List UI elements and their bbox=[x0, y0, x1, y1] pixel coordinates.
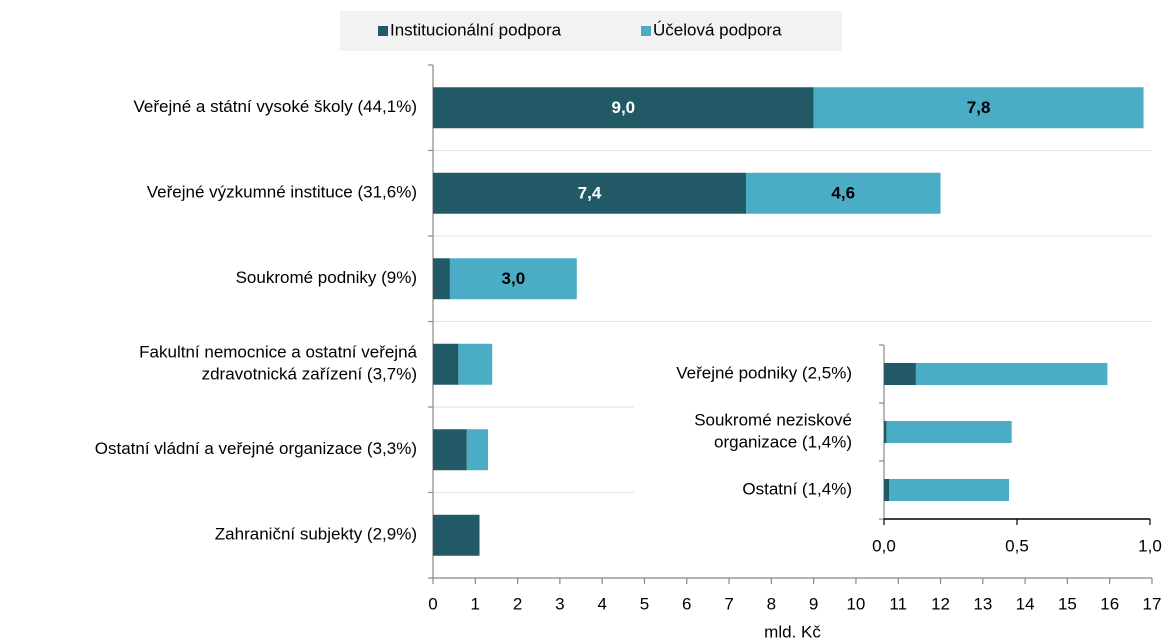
legend-label: Institucionální podpora bbox=[390, 20, 562, 39]
bar-segment bbox=[813, 87, 1144, 129]
value-label: 7,4 bbox=[578, 184, 602, 203]
x-tick-label: 15 bbox=[1058, 594, 1077, 613]
x-tick-label: 7 bbox=[724, 594, 733, 613]
x-tick-label: 12 bbox=[931, 594, 950, 613]
x-tick-label: 1 bbox=[471, 594, 480, 613]
x-tick-label: 17 bbox=[1143, 594, 1162, 613]
legend-label: Účelová podpora bbox=[653, 20, 782, 39]
x-tick-label: 8 bbox=[767, 594, 776, 613]
value-label: 3,0 bbox=[502, 269, 526, 288]
bar-segment bbox=[458, 343, 493, 385]
bar-segment bbox=[886, 421, 1012, 443]
x-tick-label: 1,0 bbox=[1138, 536, 1162, 555]
value-label: 7,8 bbox=[967, 98, 991, 117]
bar-segment bbox=[433, 429, 467, 471]
x-tick-label: 0,5 bbox=[1005, 536, 1029, 555]
bar-segment bbox=[433, 172, 746, 214]
x-axis-label: mld. Kč bbox=[764, 622, 821, 641]
x-tick-label: 0 bbox=[428, 594, 437, 613]
category-label: Veřejné a státní vysoké školy (44,1%) bbox=[134, 97, 417, 116]
category-label: zdravotnická zařízení (3,7%) bbox=[202, 365, 417, 384]
category-label: Ostatní vládní a veřejné organizace (3,3… bbox=[95, 439, 417, 458]
bar-segment bbox=[915, 363, 1108, 385]
bar-segment bbox=[745, 172, 941, 214]
x-tick-label: 4 bbox=[597, 594, 606, 613]
bar-segment bbox=[466, 429, 488, 471]
x-tick-label: 0,0 bbox=[872, 536, 896, 555]
x-tick-label: 6 bbox=[682, 594, 691, 613]
x-tick-label: 5 bbox=[640, 594, 649, 613]
x-tick-label: 9 bbox=[809, 594, 818, 613]
value-label: 9,0 bbox=[612, 98, 636, 117]
category-label: Fakultní nemocnice a ostatní veřejná bbox=[139, 343, 417, 362]
bar-segment bbox=[884, 421, 887, 443]
bar-segment bbox=[433, 343, 459, 385]
x-tick-label: 2 bbox=[513, 594, 522, 613]
x-tick-label: 3 bbox=[555, 594, 564, 613]
category-label: Zahraniční subjekty (2,9%) bbox=[215, 525, 417, 544]
legend-background bbox=[340, 11, 842, 51]
x-tick-label: 13 bbox=[973, 594, 992, 613]
bar-segment bbox=[884, 363, 916, 385]
bar-segment bbox=[449, 258, 577, 300]
category-label: Soukromé neziskové bbox=[694, 410, 852, 429]
category-label: Soukromé podniky (9%) bbox=[236, 268, 417, 287]
category-label: organizace (1,4%) bbox=[714, 432, 852, 451]
bar-segment bbox=[433, 87, 814, 129]
bar-segment bbox=[433, 258, 450, 300]
category-label: Veřejné podniky (2,5%) bbox=[676, 363, 852, 382]
x-tick-label: 14 bbox=[1016, 594, 1035, 613]
legend-swatch bbox=[378, 26, 388, 36]
value-label: 4,6 bbox=[831, 184, 855, 203]
x-tick-label: 11 bbox=[889, 594, 907, 613]
x-tick-label: 10 bbox=[846, 594, 865, 613]
category-label: Veřejné výzkumné instituce (31,6%) bbox=[147, 183, 417, 202]
x-tick-label: 16 bbox=[1100, 594, 1119, 613]
category-label: Ostatní (1,4%) bbox=[742, 479, 852, 498]
bar-segment bbox=[433, 514, 480, 556]
bar-segment bbox=[884, 479, 890, 501]
bar-segment bbox=[889, 479, 1010, 501]
legend-swatch bbox=[641, 26, 651, 36]
